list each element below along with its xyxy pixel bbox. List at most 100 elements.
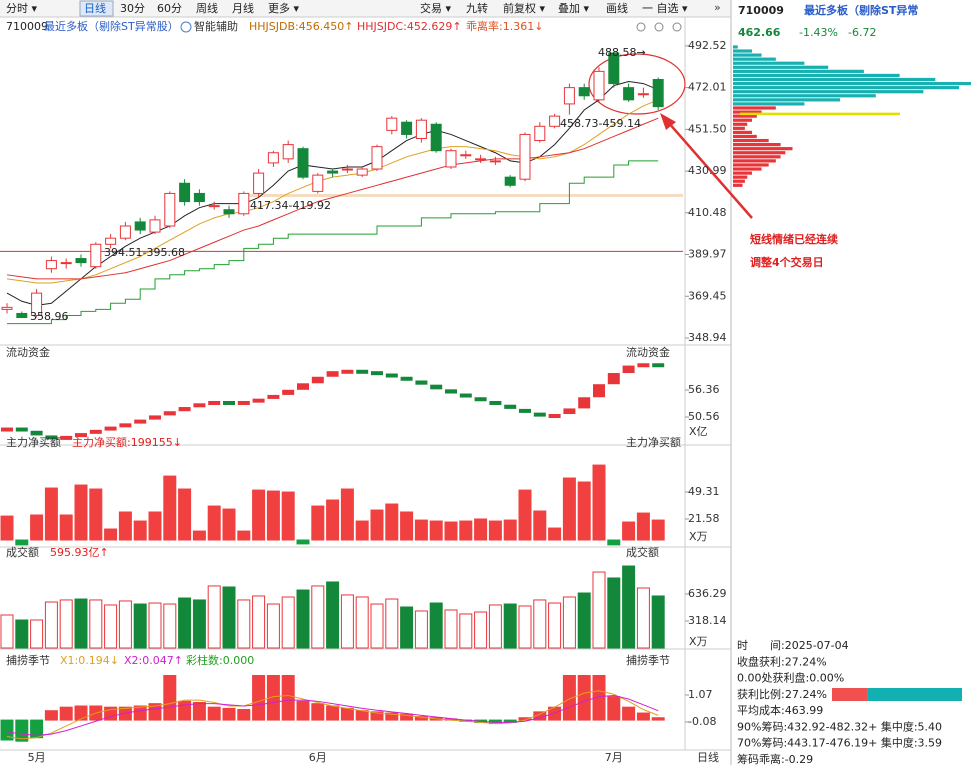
bar bbox=[340, 594, 354, 649]
chip-bar bbox=[733, 86, 960, 90]
active-tab bbox=[79, 0, 114, 17]
bar bbox=[178, 700, 192, 721]
flow-segment bbox=[178, 407, 191, 412]
flow-segment bbox=[252, 398, 265, 403]
panel-summary: X1:0.194↓ bbox=[60, 654, 119, 667]
toolbar-item[interactable]: 分时 ▾ bbox=[6, 2, 37, 15]
period-label: 日线 bbox=[697, 750, 719, 764]
price-annotation: 394.51-395.68 bbox=[104, 246, 185, 259]
bar bbox=[622, 521, 636, 541]
chip-bar bbox=[733, 65, 829, 69]
bar bbox=[577, 592, 591, 649]
bar bbox=[266, 490, 280, 541]
bar bbox=[518, 489, 532, 541]
bar bbox=[311, 703, 325, 721]
chip-info: 70%筹码:443.17-476.19+ 集中度:3.59 bbox=[737, 736, 942, 750]
bar bbox=[577, 481, 591, 541]
toolbar-item[interactable]: 30分 bbox=[120, 2, 145, 15]
candle-body bbox=[401, 121, 413, 135]
chip-bar bbox=[733, 110, 762, 114]
panel-title: 成交额 bbox=[6, 545, 39, 559]
top-icons bbox=[636, 22, 682, 32]
bar bbox=[252, 595, 266, 649]
bar bbox=[385, 712, 399, 721]
bar bbox=[237, 599, 251, 649]
bar bbox=[488, 520, 502, 541]
toolbar-item[interactable]: 前复权 ▾ bbox=[503, 1, 545, 15]
flow-segment bbox=[15, 427, 28, 432]
toolbar-item[interactable]: 月线 bbox=[232, 1, 254, 15]
more-icon[interactable]: » bbox=[714, 1, 721, 14]
bar bbox=[355, 520, 369, 541]
bar bbox=[562, 596, 576, 649]
chip-bar bbox=[733, 94, 876, 98]
side-name: 最近多板（剔除ST异常 bbox=[804, 3, 918, 17]
chip-bar bbox=[733, 114, 757, 118]
unit-label: X万 bbox=[689, 635, 708, 648]
candle-body bbox=[31, 292, 43, 317]
toolbar-item[interactable]: 周线 bbox=[196, 1, 218, 15]
toolbar-item[interactable]: 60分 bbox=[157, 2, 182, 15]
assist-icon[interactable] bbox=[180, 21, 192, 33]
bar bbox=[355, 596, 369, 649]
toolbar-item[interactable]: 一 自选 ▾ bbox=[642, 2, 688, 15]
indicator-line bbox=[6, 117, 659, 280]
chip-bar bbox=[733, 122, 748, 126]
toolbar-item[interactable]: 交易 ▾ bbox=[420, 1, 451, 15]
chip-bar bbox=[733, 159, 776, 163]
candle-body bbox=[134, 221, 146, 231]
candle-body bbox=[149, 219, 161, 233]
bar bbox=[444, 609, 458, 649]
bar bbox=[192, 599, 206, 649]
flow-segment bbox=[607, 373, 620, 385]
bar bbox=[326, 705, 340, 721]
chip-bar bbox=[733, 81, 971, 86]
x-tick-label: 6月 bbox=[309, 751, 327, 764]
bar bbox=[104, 528, 118, 541]
candle-body bbox=[16, 312, 28, 319]
candle-body bbox=[652, 79, 664, 108]
bar bbox=[429, 520, 443, 541]
toolbar-item[interactable]: 更多 ▾ bbox=[268, 1, 299, 15]
bar bbox=[133, 520, 147, 541]
y-tick-label: 430.99 bbox=[688, 164, 727, 177]
bar bbox=[533, 510, 547, 541]
bar bbox=[163, 675, 177, 721]
bar bbox=[0, 719, 14, 741]
bar bbox=[148, 511, 162, 541]
bar bbox=[326, 499, 340, 541]
bar bbox=[133, 603, 147, 649]
bar bbox=[503, 603, 517, 649]
panel-lines bbox=[0, 16, 731, 751]
chip-bar bbox=[733, 69, 864, 73]
toolbar-item[interactable]: 画线 bbox=[606, 1, 628, 15]
candle-body bbox=[312, 174, 324, 192]
bar bbox=[89, 599, 103, 649]
bar bbox=[592, 571, 606, 649]
toolbar-item[interactable]: 日线 bbox=[84, 1, 106, 15]
bar bbox=[503, 519, 517, 541]
flow-segment bbox=[89, 429, 102, 434]
candle-body bbox=[608, 52, 620, 85]
chip-bar bbox=[733, 179, 745, 183]
toolbar-item[interactable]: 叠加 ▾ bbox=[558, 2, 589, 15]
flow-segment bbox=[548, 414, 561, 419]
y-tick-label: 49.31 bbox=[688, 485, 720, 498]
bar bbox=[178, 488, 192, 541]
bar bbox=[44, 601, 58, 649]
panel-title: 流动资金 bbox=[6, 345, 50, 359]
toolbar-item[interactable]: 九转 bbox=[466, 1, 488, 15]
candle-body bbox=[193, 192, 205, 203]
chip-info: 90%筹码:432.92-482.32+ 集中度:5.40 bbox=[737, 719, 942, 733]
candle-body bbox=[223, 209, 235, 215]
chip-bar bbox=[733, 171, 753, 175]
candle-body bbox=[415, 119, 427, 140]
bar bbox=[607, 696, 621, 721]
panel-summary: 595.93亿↑ bbox=[50, 546, 109, 559]
flow-segment bbox=[119, 423, 132, 428]
panel-title-right: 成交额 bbox=[626, 545, 659, 559]
flow-segment bbox=[163, 411, 176, 416]
bar bbox=[281, 491, 295, 541]
unit-label: X亿 bbox=[689, 425, 708, 438]
